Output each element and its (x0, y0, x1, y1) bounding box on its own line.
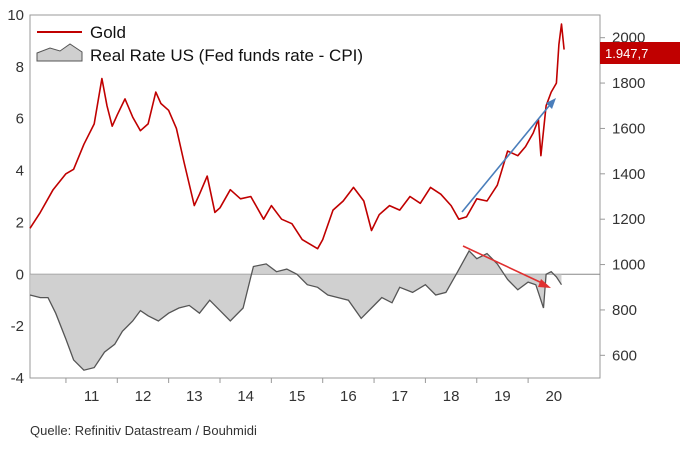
source-note: Quelle: Refinitiv Datastream / Bouhmidi (30, 423, 257, 438)
legend-realrate-label: Real Rate US (Fed funds rate - CPI) (90, 46, 363, 65)
x-axis: 11 12 13 14 15 16 17 18 19 20 (65, 378, 562, 405)
arrow-down-head (538, 279, 551, 288)
x-tick-label: 19 (494, 388, 511, 405)
left-tick-label: -4 (11, 370, 24, 387)
right-tick-label: 1600 (612, 120, 645, 137)
right-tick-label: 1800 (612, 75, 645, 92)
left-tick-label: 8 (16, 59, 24, 76)
x-tick-label: 16 (340, 388, 357, 405)
x-tick-label: 18 (443, 388, 460, 405)
arrow-up-line (461, 105, 550, 213)
legend-gold-label: Gold (90, 23, 126, 42)
right-tick-label: 1200 (612, 211, 645, 228)
x-tick-label: 13 (186, 388, 203, 405)
x-tick-label: 11 (84, 388, 100, 405)
arrows (461, 98, 556, 288)
right-tick-label: 800 (612, 302, 637, 319)
series-realrate-area (30, 250, 562, 371)
right-tick-label: 1000 (612, 257, 645, 274)
x-tick-label: 15 (289, 388, 306, 405)
left-tick-label: 2 (16, 214, 24, 231)
x-tick-label: 14 (237, 388, 254, 405)
x-tick-label: 20 (545, 388, 562, 405)
arrow-down-line (462, 245, 543, 284)
left-axis: -4 -2 0 2 4 6 8 10 (7, 7, 24, 387)
arrow-up-head (546, 98, 556, 109)
series-realrate-line (29, 249, 563, 371)
left-tick-label: 0 (16, 266, 24, 283)
left-tick-label: -2 (11, 318, 24, 335)
left-tick-label: 6 (16, 111, 24, 128)
left-tick-label: 4 (16, 163, 24, 180)
badge-box (600, 42, 680, 64)
last-value-badge: 1.947,7 (600, 42, 680, 64)
legend: Gold Real Rate US (Fed funds rate - CPI) (36, 23, 363, 65)
left-tick-label: 10 (7, 7, 24, 24)
x-tick-label: 12 (135, 388, 152, 405)
right-tick-label: 1400 (612, 166, 645, 183)
badge-value: 1.947,7 (605, 46, 648, 61)
legend-realrate-swatch (36, 43, 83, 62)
right-tick-label: 600 (612, 347, 637, 364)
x-tick-label: 17 (391, 388, 408, 405)
